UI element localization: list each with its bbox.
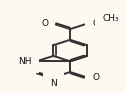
- Text: N: N: [50, 79, 57, 88]
- Text: NH: NH: [18, 57, 31, 66]
- Text: CH₃: CH₃: [102, 14, 119, 23]
- Text: O: O: [92, 73, 99, 82]
- Text: O: O: [41, 19, 48, 28]
- Text: O: O: [92, 19, 99, 28]
